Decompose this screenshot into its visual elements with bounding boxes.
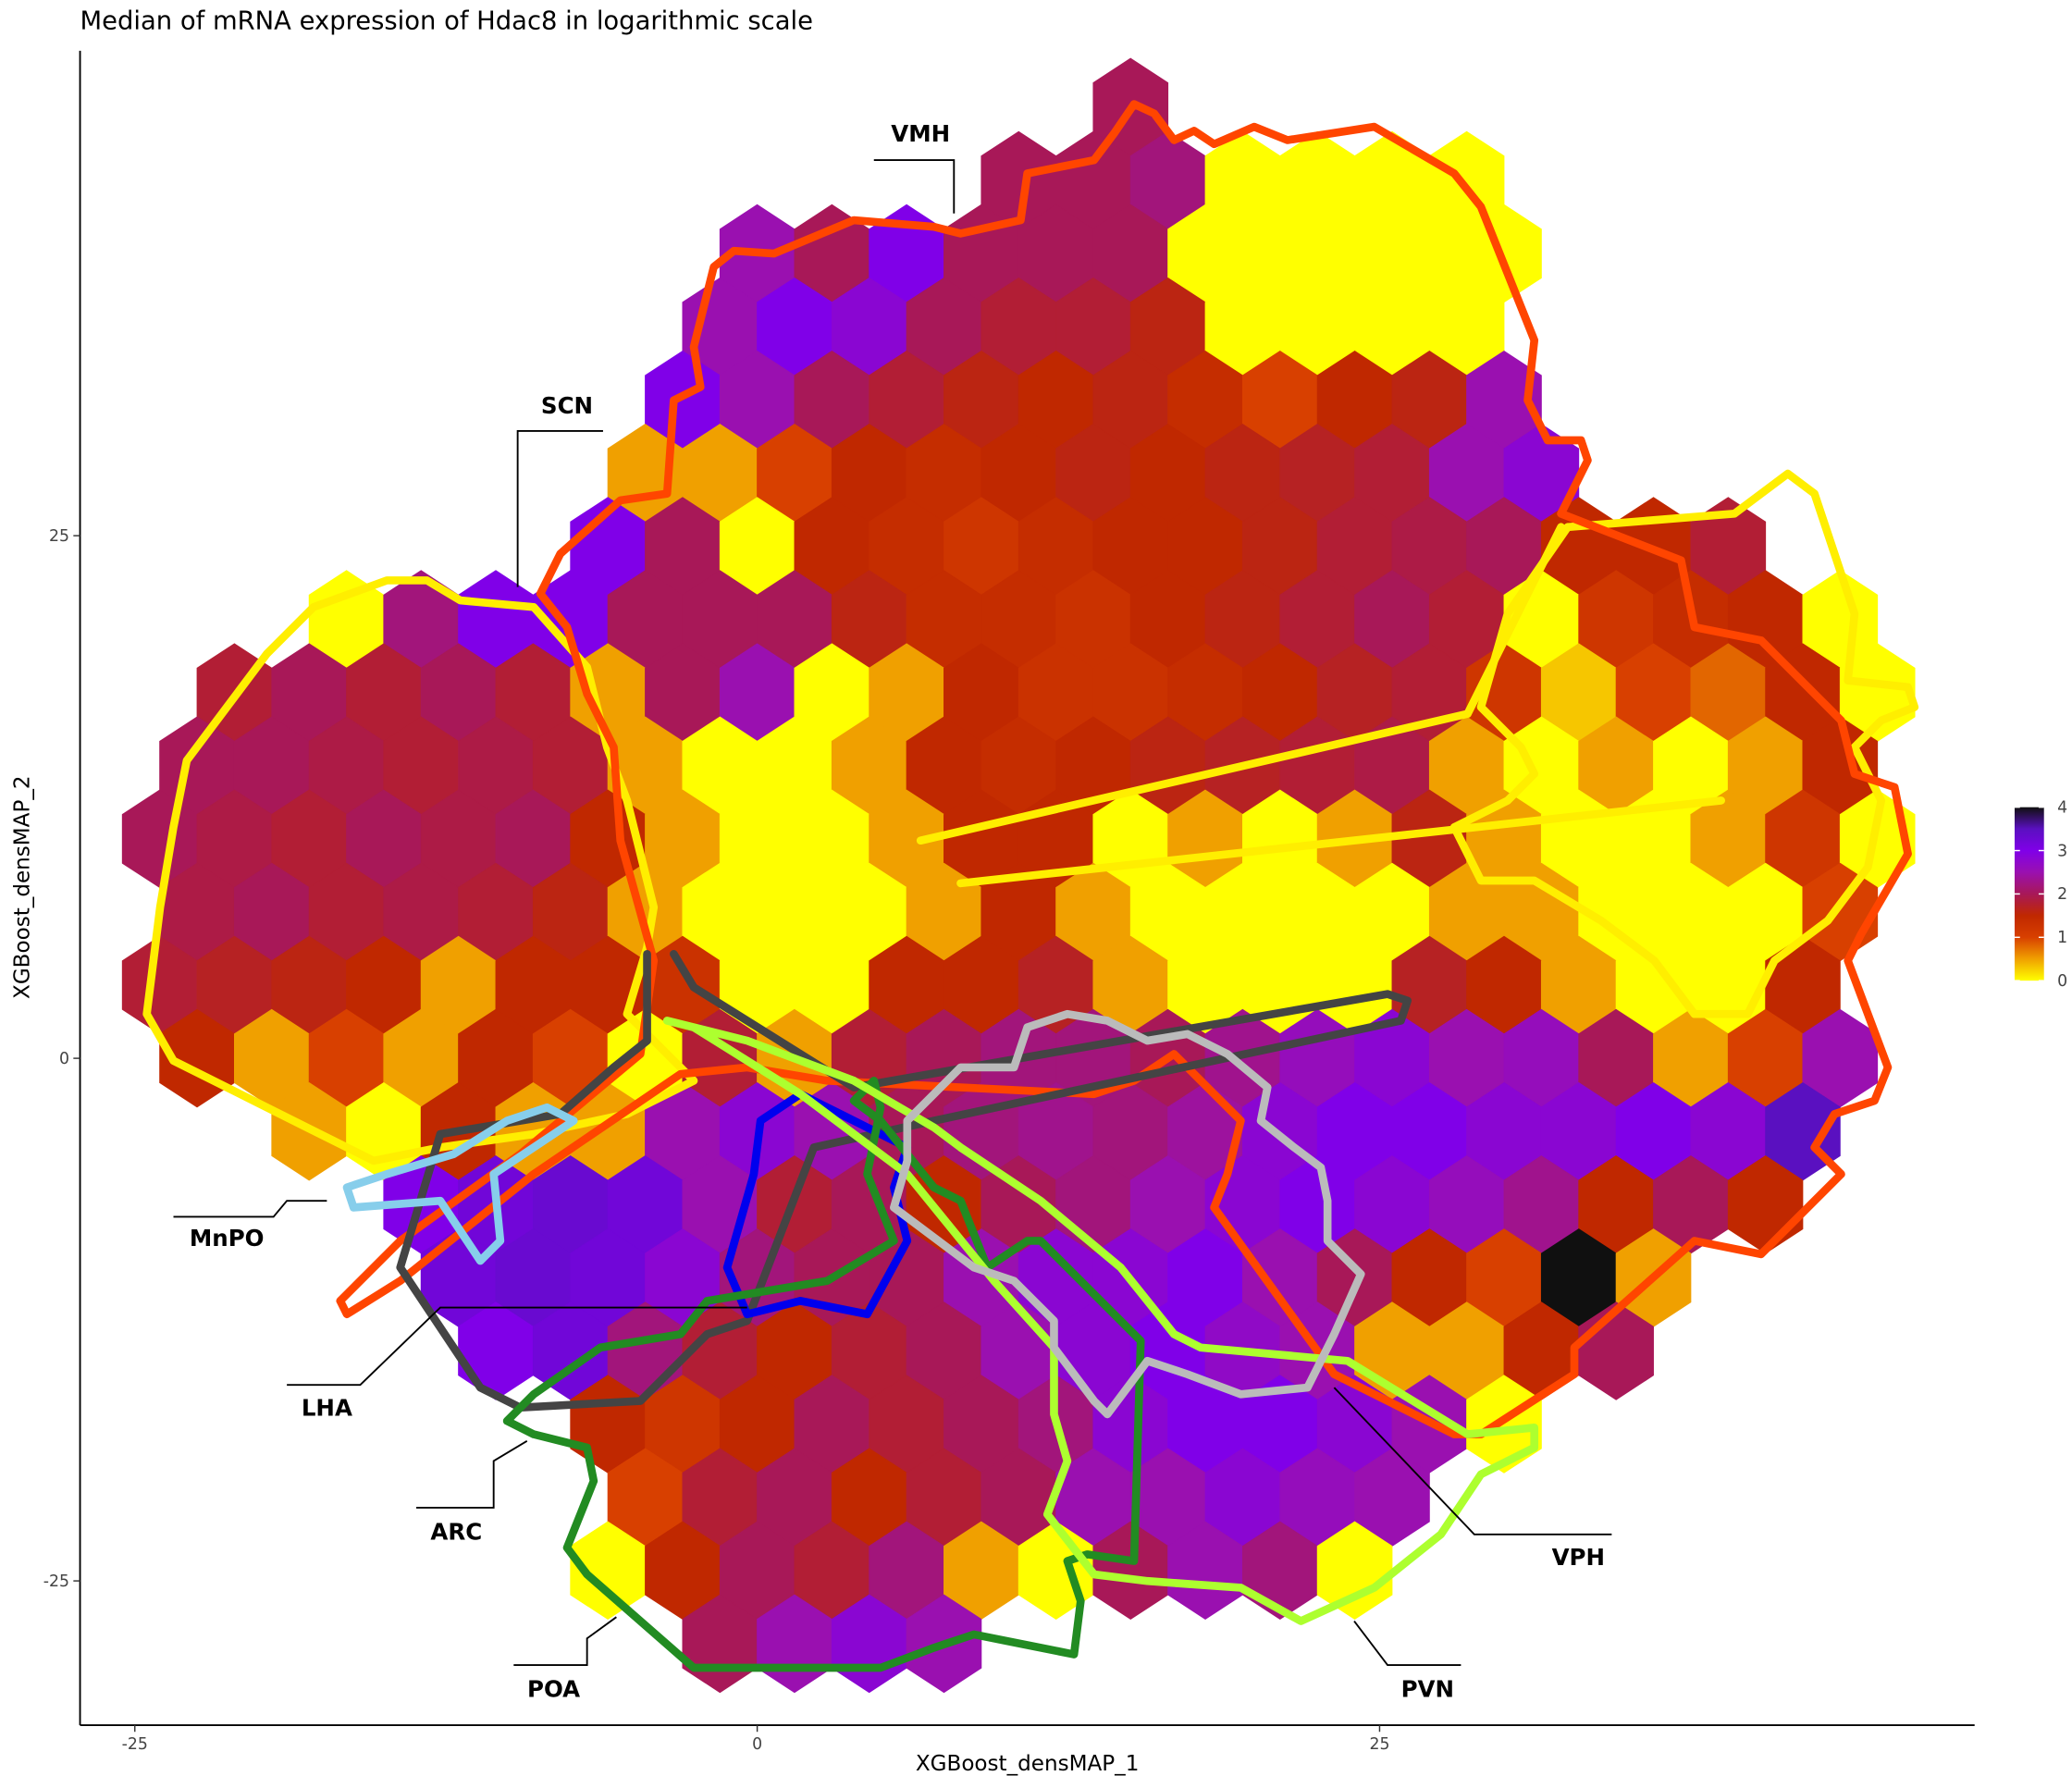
hex-cell	[1316, 1521, 1393, 1621]
outline	[890, 1009, 1365, 1419]
leader-line	[513, 1616, 617, 1667]
x-axis-title: XGBoost_densMAP_1	[916, 1752, 1140, 1776]
region-label: ARC	[430, 1519, 482, 1546]
region-label: PVN	[1401, 1676, 1454, 1703]
outline	[502, 1077, 1145, 1672]
outline	[662, 1017, 1539, 1625]
outline	[1449, 469, 1919, 1018]
colorbar-tick-label: 2	[2057, 885, 2067, 904]
region-label: VPH	[1552, 1544, 1605, 1571]
leader-line	[173, 1200, 327, 1218]
colorbar-tick-label: 4	[2057, 798, 2067, 817]
x-tick-label: 0	[752, 1735, 762, 1754]
outline	[916, 523, 1565, 845]
x-tick-label: 25	[1369, 1735, 1389, 1754]
leader-line	[1353, 1620, 1462, 1667]
leader-line	[516, 429, 603, 587]
region-outlines	[142, 100, 1919, 1672]
region-label: VMH	[891, 120, 950, 147]
annotations: VMH SCN MnPO LHA ARC POA PVN VPH	[173, 120, 1612, 1703]
chart-title: Median of mRNA expression of Hdac8 in lo…	[80, 7, 813, 36]
region-label: LHA	[302, 1394, 352, 1421]
outline	[342, 1103, 578, 1265]
leader-line	[287, 1306, 747, 1387]
leader-line	[416, 1439, 528, 1509]
outline	[336, 100, 1912, 1438]
region-label: MnPO	[190, 1225, 265, 1252]
colorbar-tick-label: 3	[2057, 842, 2067, 860]
y-axis-title: XGBoost_densMAP_2	[11, 775, 35, 999]
region-label: SCN	[541, 392, 593, 419]
leader-line	[873, 159, 956, 214]
colorbar-tick-label: 1	[2057, 929, 2067, 947]
outline	[956, 796, 1725, 888]
x-tick-label: -25	[122, 1735, 148, 1754]
colorbar-tick-label: 0	[2057, 972, 2067, 991]
region-label: POA	[527, 1676, 580, 1703]
y-tick-label: -25	[43, 1572, 69, 1591]
y-tick-label: 25	[49, 527, 69, 546]
y-tick-label: 0	[59, 1050, 69, 1068]
leader-line	[1333, 1387, 1612, 1536]
